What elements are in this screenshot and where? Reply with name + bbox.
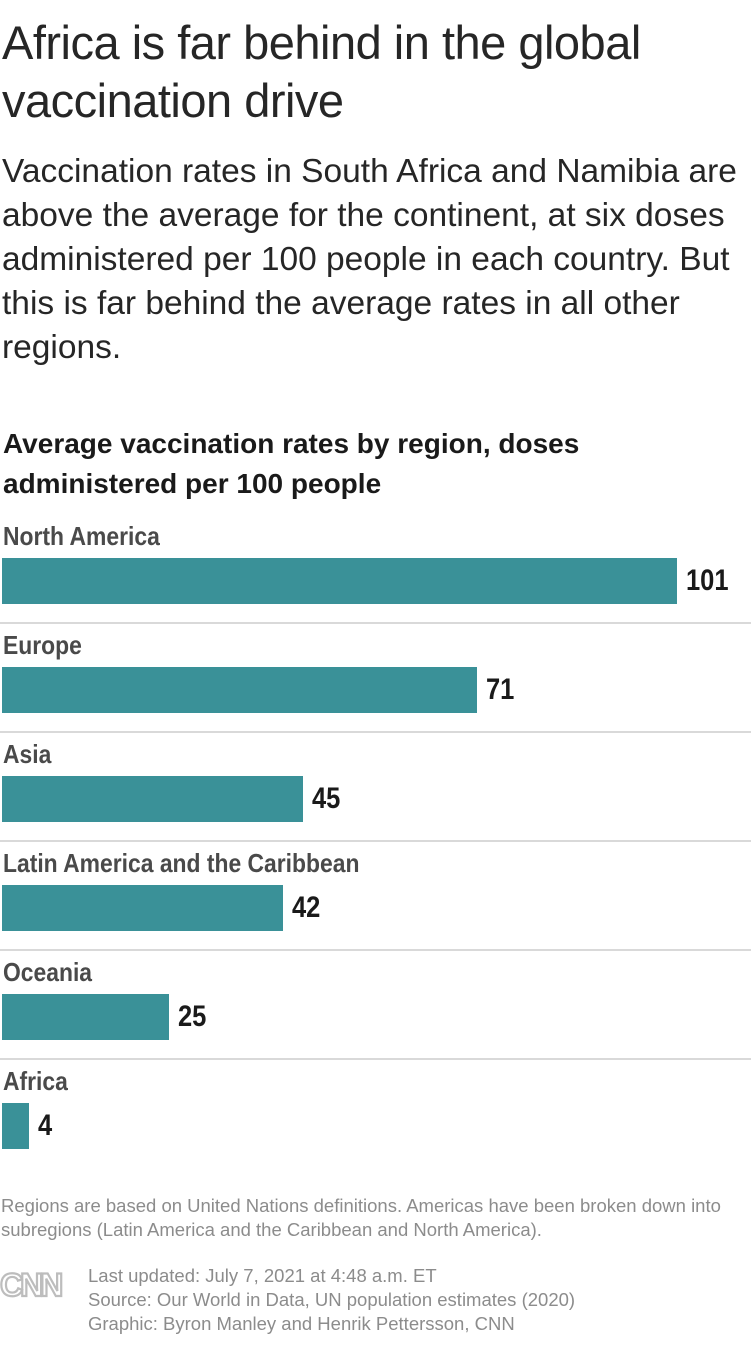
row-divider bbox=[0, 840, 751, 842]
data-label: 101 bbox=[686, 564, 729, 597]
chart-row: Latin America and the Caribbean 42 bbox=[0, 841, 751, 951]
category-label: Europe bbox=[3, 630, 82, 660]
chart-title: Average vaccination rates by region, dos… bbox=[3, 428, 580, 499]
category-label: Oceania bbox=[3, 957, 93, 987]
chart-row: Oceania 25 bbox=[0, 950, 751, 1060]
data-label: 25 bbox=[178, 1000, 207, 1033]
category-label: Latin America and the Caribbean bbox=[3, 848, 360, 878]
bar bbox=[2, 994, 169, 1040]
category-label: North America bbox=[3, 521, 160, 551]
graphic-credit: Graphic: Byron Manley and Henrik Petters… bbox=[88, 1313, 515, 1334]
footer: CNN Last updated: July 7, 2021 at 4:48 a… bbox=[0, 1264, 751, 1338]
bar bbox=[2, 667, 477, 713]
bar bbox=[2, 558, 677, 604]
row-divider bbox=[0, 1058, 751, 1060]
source-line: Source: Our World in Data, UN population… bbox=[88, 1289, 576, 1310]
category-label: Asia bbox=[3, 739, 52, 769]
credits: Last updated: July 7, 2021 at 4:48 a.m. … bbox=[88, 1264, 748, 1336]
row-divider bbox=[0, 622, 751, 624]
data-label: 4 bbox=[38, 1109, 53, 1142]
bar bbox=[2, 776, 303, 822]
chart-row: Asia 45 bbox=[0, 732, 751, 842]
last-updated: Last updated: July 7, 2021 at 4:48 a.m. … bbox=[88, 1265, 437, 1286]
chart-row: Africa 4 bbox=[0, 1059, 751, 1168]
bar bbox=[2, 1103, 29, 1149]
row-divider bbox=[0, 949, 751, 951]
headline: Africa is far behind in the global vacci… bbox=[2, 16, 641, 127]
bar-chart: North America 101 Europe 71 Asia 45 Latin Amer… bbox=[0, 514, 751, 1174]
data-label: 71 bbox=[486, 673, 515, 706]
chart-row: North America 101 bbox=[0, 514, 751, 624]
bar bbox=[2, 885, 283, 931]
row-divider bbox=[0, 731, 751, 733]
data-label: 42 bbox=[292, 891, 321, 924]
dek-text: Vaccination rates in South Africa and Na… bbox=[2, 153, 737, 366]
cnn-logo-text: CNN bbox=[0, 1268, 61, 1300]
data-label: 45 bbox=[312, 782, 341, 815]
cnn-logo-icon: CNN bbox=[0, 1268, 65, 1300]
methodology-note: Regions are based on United Nations defi… bbox=[1, 1195, 721, 1240]
chart-row: Europe 71 bbox=[0, 623, 751, 733]
category-label: Africa bbox=[3, 1066, 68, 1096]
